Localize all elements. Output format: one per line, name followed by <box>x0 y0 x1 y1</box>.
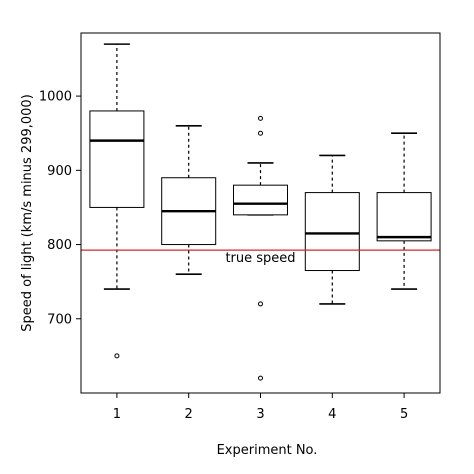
experiment-5-box <box>376 192 432 242</box>
x-tick-label-1: 1 <box>113 407 121 422</box>
y-tick-label-900: 900 <box>47 164 72 179</box>
x-tick-label-4: 4 <box>328 407 336 422</box>
x-tick-label-5: 5 <box>400 407 408 422</box>
experiment-1-box <box>89 110 145 208</box>
y-tick-label-700: 700 <box>47 312 72 327</box>
y-axis-label: Speed of light (km/s minus 299,000) <box>20 94 35 332</box>
x-tick-label-2: 2 <box>185 407 193 422</box>
true-speed-label: true speed <box>225 251 295 266</box>
y-tick-label-1000: 1000 <box>39 90 72 105</box>
axis-layer: 700 800 900 1000 1 2 3 4 5 <box>39 32 441 422</box>
experiment-4-box <box>304 192 360 272</box>
x-tick-label-3: 3 <box>256 407 264 422</box>
x-axis-label: Experiment No. <box>217 443 318 458</box>
plot-layer: true speed <box>81 43 440 381</box>
experiment-3-box <box>233 184 288 216</box>
experiment-3-outlier-720 <box>258 301 263 307</box>
experiment-3-outlier-620 <box>258 375 263 381</box>
y-tick-label-800: 800 <box>47 238 72 253</box>
experiment-3-outlier-970 <box>258 115 263 121</box>
experiment-3-outlier-950 <box>258 130 263 136</box>
experiment-1-outlier-650 <box>114 353 120 359</box>
